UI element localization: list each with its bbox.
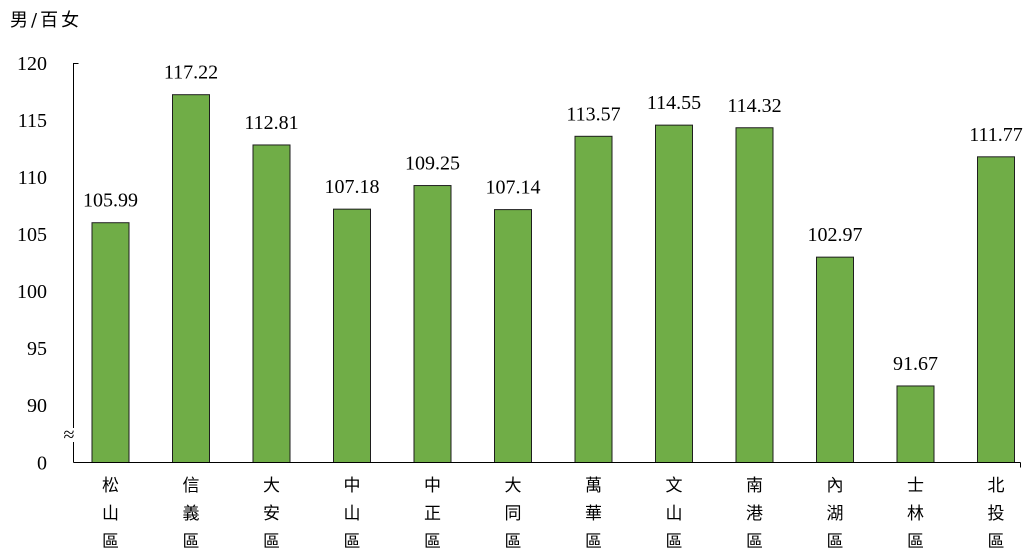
bar-6 bbox=[494, 209, 532, 463]
bar-9 bbox=[735, 127, 774, 463]
y-tick-label-90: 90 bbox=[27, 395, 47, 417]
category-label-5: 中正區 bbox=[424, 476, 441, 552]
y-tick-label-95: 95 bbox=[27, 338, 47, 360]
y-tick-label-120: 120 bbox=[17, 53, 47, 75]
value-label-7: 113.57 bbox=[566, 103, 620, 125]
y-tick-label-105: 105 bbox=[17, 224, 47, 246]
bar-3 bbox=[252, 144, 291, 463]
y-tick-label-110: 110 bbox=[18, 167, 47, 189]
bar-12 bbox=[977, 156, 1015, 464]
bar-2 bbox=[172, 94, 210, 464]
y-tick-label-0: 0 bbox=[37, 453, 47, 475]
category-label-2: 信義區 bbox=[182, 476, 200, 552]
category-label-11: 士林區 bbox=[907, 476, 924, 552]
value-label-3: 112.81 bbox=[244, 112, 298, 134]
category-label-12: 北投區 bbox=[987, 476, 1005, 552]
value-label-10: 102.97 bbox=[808, 224, 863, 246]
y-tick-label-100: 100 bbox=[17, 281, 47, 303]
y-axis-label: 男/百女 bbox=[10, 10, 83, 31]
category-label-9: 南港區 bbox=[746, 476, 763, 552]
bar-4 bbox=[333, 208, 371, 463]
category-label-3: 大安區 bbox=[263, 476, 280, 552]
value-label-2: 117.22 bbox=[164, 62, 218, 84]
category-label-7: 萬華區 bbox=[585, 476, 602, 552]
value-label-1: 105.99 bbox=[83, 190, 138, 212]
value-label-5: 109.25 bbox=[405, 153, 460, 175]
category-label-6: 大同區 bbox=[504, 476, 522, 552]
axis-break-mask bbox=[63, 428, 75, 442]
bar-1 bbox=[91, 222, 130, 463]
value-label-9: 114.32 bbox=[727, 95, 781, 117]
bar-10 bbox=[816, 256, 854, 463]
category-label-4: 中山區 bbox=[343, 476, 361, 552]
value-label-11: 91.67 bbox=[893, 353, 938, 375]
category-label-8: 文山區 bbox=[665, 476, 683, 552]
bar-8 bbox=[655, 124, 693, 463]
category-label-1: 松山區 bbox=[102, 476, 119, 552]
axis-break-symbol: ≈ bbox=[64, 424, 75, 446]
value-label-4: 107.18 bbox=[325, 176, 380, 198]
bar-5 bbox=[413, 185, 452, 464]
value-label-8: 114.55 bbox=[647, 92, 701, 114]
bar-7 bbox=[574, 135, 613, 463]
value-label-6: 107.14 bbox=[486, 177, 541, 199]
y-tick-label-115: 115 bbox=[18, 110, 47, 132]
value-label-12: 111.77 bbox=[969, 124, 1023, 146]
bar-11 bbox=[896, 385, 935, 464]
category-label-10: 內湖區 bbox=[826, 476, 844, 552]
